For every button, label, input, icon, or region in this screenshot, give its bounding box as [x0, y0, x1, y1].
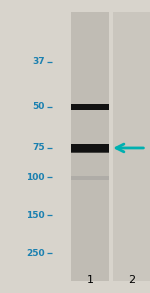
Bar [71, 12, 109, 281]
Bar [113, 12, 150, 281]
Bar [71, 104, 109, 110]
Text: 37: 37 [32, 57, 45, 66]
Text: 75: 75 [32, 144, 45, 152]
Text: 150: 150 [26, 211, 45, 220]
Bar [71, 144, 109, 152]
Text: 2: 2 [128, 275, 136, 285]
Text: 250: 250 [26, 249, 45, 258]
Bar [71, 147, 109, 153]
Bar [71, 145, 109, 151]
Text: 100: 100 [27, 173, 45, 182]
Text: 1: 1 [87, 275, 93, 285]
Text: 50: 50 [33, 103, 45, 111]
Bar [71, 176, 109, 180]
